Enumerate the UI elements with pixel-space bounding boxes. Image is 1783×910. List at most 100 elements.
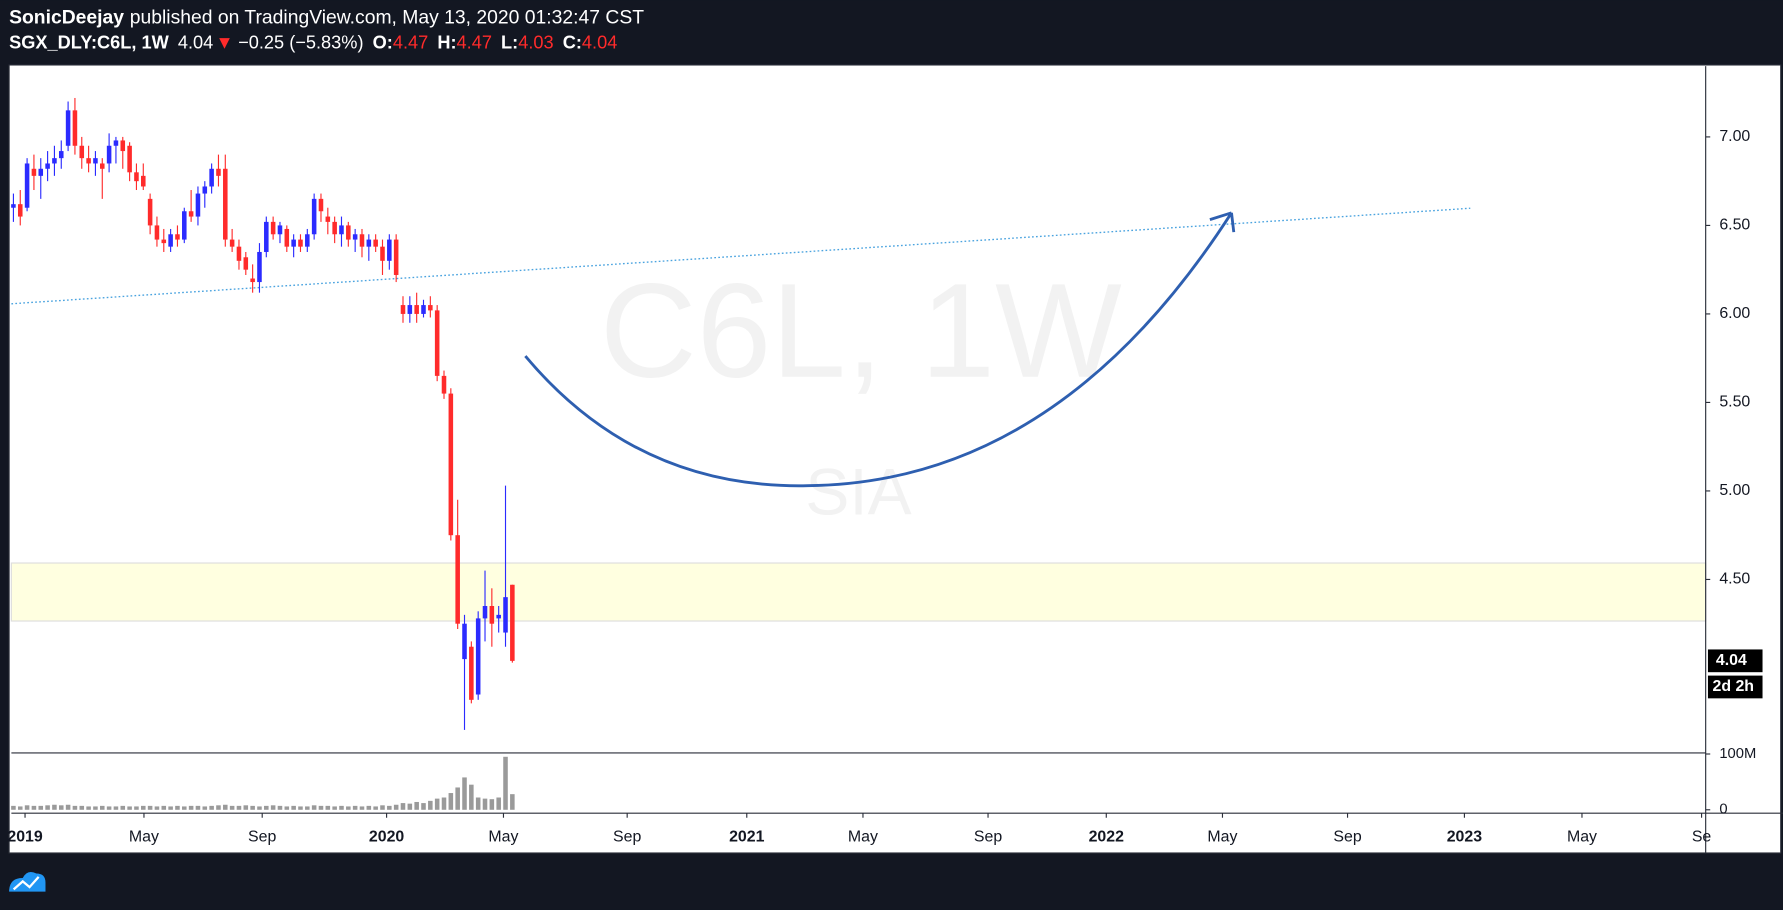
volume-bar <box>243 805 249 810</box>
volume-bar <box>503 756 508 810</box>
volume-bar <box>407 803 413 810</box>
volume-bar <box>318 805 324 810</box>
candle-body <box>209 168 214 187</box>
volume-bar <box>305 806 310 810</box>
candle-body <box>243 257 249 270</box>
volume-bar <box>277 805 283 810</box>
volume-bar <box>127 806 132 810</box>
volume-bar <box>428 800 433 810</box>
volume-bar <box>366 805 372 810</box>
candle-body <box>284 228 290 247</box>
candle-body <box>141 175 146 187</box>
price-tag: 4.04 <box>1716 652 1747 669</box>
x-tick-label: Se <box>1692 828 1712 845</box>
candle-body <box>441 375 447 394</box>
x-tick-label: May <box>1567 828 1597 845</box>
candle-body <box>407 305 413 314</box>
volume-bar <box>113 806 119 810</box>
volume-bar <box>325 805 331 810</box>
candle-body <box>359 234 365 247</box>
volume-bar <box>510 794 515 810</box>
candle-body <box>325 216 331 222</box>
candle-body <box>277 225 283 235</box>
volume-bar <box>134 806 139 810</box>
header-line-2: SGX_DLY:C6L, 1W 4.04 ▼ −0.25 (−5.83%) O:4.47… <box>9 32 617 52</box>
candle-body <box>58 151 64 159</box>
volume-bar <box>168 806 173 810</box>
trend-line <box>11 207 1471 305</box>
volume-bar <box>373 806 378 810</box>
y-tick-label: 5.00 <box>1719 482 1750 499</box>
candle-body <box>52 158 57 164</box>
volume-bar <box>339 805 344 810</box>
candle-body <box>106 145 112 164</box>
price-tag-box <box>1707 649 1763 673</box>
candle-body <box>475 618 481 695</box>
volume-bar <box>209 805 214 810</box>
volume-bar <box>195 805 201 810</box>
y-tick-label: 5.50 <box>1719 394 1750 411</box>
volume-bar <box>11 805 16 810</box>
volume-bar <box>257 806 262 810</box>
volume-bar <box>120 805 126 810</box>
candle-body <box>489 606 495 624</box>
candle-body <box>462 623 467 660</box>
candle-body <box>496 614 501 619</box>
volume-bar <box>106 806 112 810</box>
y-tick-label: 6.00 <box>1719 305 1750 322</box>
candle-body <box>305 234 310 247</box>
candle-body <box>250 278 255 283</box>
volume-bar <box>65 804 71 810</box>
candle-body <box>503 597 508 633</box>
volume-tick-label: 100M <box>1719 746 1756 762</box>
volume-bar <box>99 805 105 810</box>
candle-body <box>339 225 344 235</box>
volume-bar <box>448 793 454 810</box>
candle-body <box>434 310 440 376</box>
countdown-box <box>1707 675 1763 699</box>
volume-bar <box>414 801 419 810</box>
volume-bar <box>223 804 228 810</box>
candle-body <box>318 198 324 212</box>
volume-bar <box>380 805 385 810</box>
volume-tick-label: 0 <box>1719 802 1727 818</box>
volume-bar <box>441 797 447 810</box>
candle-body <box>86 158 91 164</box>
x-tick-label: May <box>129 828 159 845</box>
volume-bar <box>462 777 467 810</box>
ohlc-value: 4.47 <box>393 32 428 52</box>
ohlc-value: 4.04 <box>582 32 617 52</box>
volume-bar <box>284 806 290 810</box>
volume-bar <box>147 805 153 810</box>
candle-body <box>236 246 242 261</box>
x-tick-label: May <box>1207 828 1237 845</box>
candle-body <box>455 535 460 624</box>
candle-body <box>380 246 385 261</box>
volume-bar <box>455 787 460 810</box>
candle-body <box>469 646 474 700</box>
volume-bar <box>250 805 255 810</box>
down-arrow: ▼ <box>216 32 234 52</box>
candle-body <box>127 145 132 173</box>
candle-body <box>120 140 126 152</box>
candle-body <box>257 251 262 283</box>
candle-body <box>414 305 419 314</box>
candle-body <box>154 225 160 240</box>
x-tick-label: 2020 <box>369 828 405 845</box>
volume-bar <box>346 806 351 810</box>
ohlc-label: O: <box>373 32 393 52</box>
support-zone <box>10 562 1707 622</box>
volume-bar <box>45 805 50 810</box>
candle-body <box>373 239 378 247</box>
y-tick-label: 7.00 <box>1719 128 1750 145</box>
volume-bar <box>154 806 160 810</box>
volume-bar <box>31 805 37 810</box>
footer-logo <box>9 871 46 892</box>
chart-frame <box>8 64 1782 854</box>
candle-body <box>393 239 399 275</box>
candle-body <box>421 305 426 314</box>
volume-bar <box>387 805 392 810</box>
candle-body <box>270 221 276 235</box>
y-tick-label: 6.50 <box>1719 217 1750 234</box>
ohlc-value: 4.03 <box>518 32 553 52</box>
